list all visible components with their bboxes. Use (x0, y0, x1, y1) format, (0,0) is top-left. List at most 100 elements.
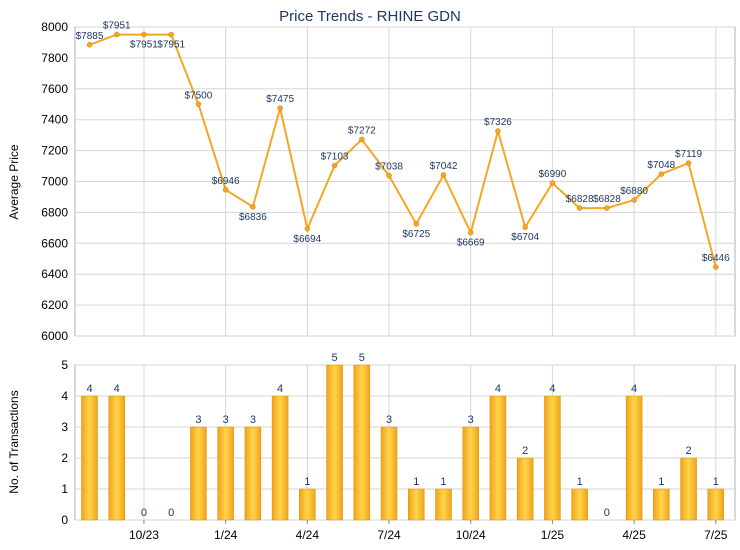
price-panel: 6000 6200 6400 6600 6800 7000 7200 7400 7600 7800… (7, 20, 736, 343)
price-data-label: $6946 (212, 176, 240, 187)
price-data-label: $6836 (239, 212, 267, 223)
x-tick-label: 10/24 (456, 528, 486, 542)
transaction-bar (190, 426, 207, 521)
price-point (549, 180, 556, 186)
price-data-label: $7103 (321, 152, 349, 163)
transaction-bar (707, 488, 725, 521)
price-data-label: $7048 (647, 160, 675, 171)
price-point (658, 171, 665, 177)
transaction-data-label: 3 (195, 414, 201, 426)
price-point (141, 31, 147, 38)
transaction-bar (571, 488, 588, 521)
price-point (304, 226, 311, 232)
transaction-data-label: 1 (658, 476, 664, 488)
price-y-tick-label: 8000 (41, 20, 68, 34)
price-point (522, 224, 528, 230)
transactions-panel: 0 1 2 3 4 5 No. of Transactions 4 4 0 0 3 3 3 4 1 5 5 3 1… (7, 352, 736, 542)
price-data-label: $7042 (430, 161, 458, 172)
price-y-tick-label: 6000 (41, 329, 68, 343)
transactions-y-ticks: 0 1 2 3 4 5 (61, 358, 68, 527)
price-data-labels: $7885$7951$7951 $7951$7500$6946$6836$7475… (76, 21, 731, 265)
transaction-data-label: 3 (468, 414, 474, 426)
price-point (713, 264, 719, 270)
price-y-tick-label: 6400 (41, 267, 68, 281)
price-y-tick-label: 7600 (41, 82, 68, 96)
transaction-data-label: 0 (168, 507, 174, 519)
transactions-y-axis-label: No. of Transactions (7, 390, 21, 493)
chart-title: Price Trends - RHINE GDN (279, 8, 461, 25)
price-point (113, 31, 120, 38)
transaction-data-label: 4 (277, 383, 283, 395)
transactions-y-tick-label: 3 (61, 420, 68, 434)
price-data-label: $6990 (539, 169, 567, 180)
transaction-data-label: 3 (250, 414, 256, 426)
transaction-bar (462, 426, 479, 521)
transaction-bar (81, 395, 98, 521)
x-tick-label: 1/24 (214, 528, 238, 542)
transaction-bar (408, 488, 425, 521)
price-point (86, 42, 93, 48)
transaction-bar (108, 395, 125, 521)
price-data-label: $6446 (702, 253, 730, 264)
price-data-label: $7119 (675, 149, 703, 160)
transaction-bar (217, 426, 234, 521)
transaction-bar (326, 364, 343, 521)
price-y-tick-label: 7200 (41, 144, 68, 158)
price-y-tick-label: 6800 (41, 205, 68, 219)
price-y-tick-label: 6600 (41, 236, 68, 250)
transaction-data-label: 5 (359, 352, 365, 364)
price-point (359, 136, 365, 143)
transaction-data-label: 0 (141, 507, 147, 519)
price-data-label: $7951 (130, 40, 158, 51)
x-tick-label: 1/25 (541, 528, 565, 542)
price-point (277, 105, 283, 111)
price-point (168, 31, 174, 38)
transactions-y-tick-label: 2 (61, 451, 68, 465)
transaction-bar (544, 395, 561, 521)
price-data-label: $7475 (266, 94, 294, 105)
transaction-data-label: 4 (114, 383, 120, 395)
price-data-label: $6694 (293, 234, 321, 245)
transaction-data-label: 2 (685, 445, 691, 457)
transaction-bar (244, 426, 262, 521)
transaction-bar (489, 395, 507, 521)
transaction-data-labels: 4 4 0 0 3 3 3 4 1 5 5 3 1 1 3 4 2 4 1 0 4 1 2 1 (86, 352, 718, 519)
price-y-tick-label: 6200 (41, 298, 68, 312)
transaction-data-label: 2 (522, 445, 528, 457)
price-data-label: $7951 (157, 40, 185, 51)
transactions-y-tick-label: 4 (61, 389, 68, 403)
transaction-data-label: 4 (549, 383, 555, 395)
transactions-y-tick-label: 0 (61, 513, 68, 527)
price-data-label: $6725 (402, 229, 430, 240)
transaction-bar (680, 457, 697, 521)
transaction-data-label: 1 (413, 476, 419, 488)
x-tick-label: 7/25 (704, 528, 728, 542)
transaction-data-label: 3 (223, 414, 229, 426)
price-y-tick-label: 7000 (41, 175, 68, 189)
x-tick-label: 7/24 (377, 528, 401, 542)
price-y-axis-label: Average Price (7, 144, 21, 219)
price-point (467, 229, 474, 236)
price-data-label: $6828 (593, 194, 621, 205)
transaction-bar (435, 488, 452, 521)
transactions-y-tick-label: 5 (61, 358, 68, 372)
price-point (413, 221, 420, 227)
price-point (250, 204, 256, 210)
transaction-data-label: 1 (577, 476, 583, 488)
transaction-bar (299, 488, 316, 521)
price-point (604, 205, 610, 211)
price-data-label: $6880 (620, 186, 648, 197)
price-point (386, 172, 392, 179)
transaction-data-label: 4 (495, 383, 501, 395)
price-series-line (89, 33, 717, 268)
transaction-bars (81, 364, 725, 521)
price-y-ticks: 6000 6200 6400 6600 6800 7000 7200 7400 7600 7800… (41, 20, 68, 343)
price-y-tick-label: 7400 (41, 113, 68, 127)
transaction-bar (516, 457, 534, 521)
transaction-data-label: 0 (604, 507, 610, 519)
price-point (576, 205, 583, 211)
price-point (222, 187, 229, 193)
price-data-label: $7885 (76, 31, 104, 42)
transaction-data-label: 5 (332, 352, 338, 364)
